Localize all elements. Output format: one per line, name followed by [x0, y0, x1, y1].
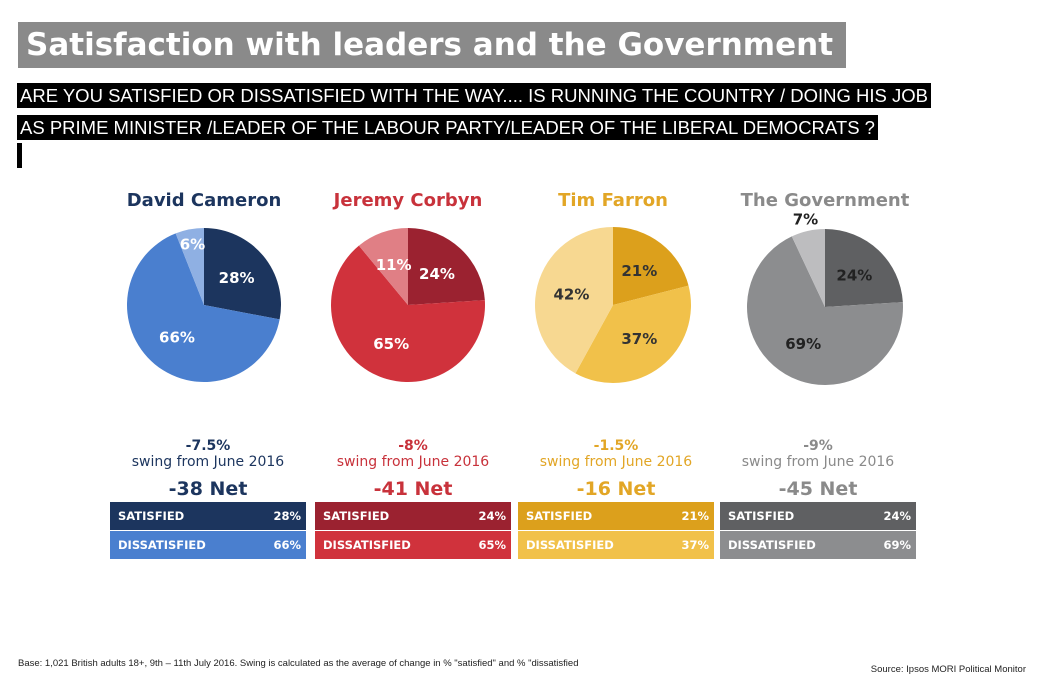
results-table: SATISFIED 21% DISSATISFIED 37%	[518, 502, 714, 560]
row-value: 65%	[478, 538, 506, 552]
row-label: DISSATISFIED	[526, 538, 614, 552]
results-table: SATISFIED 24% DISSATISFIED 69%	[720, 502, 916, 560]
pie-slice-don-t-know	[791, 229, 825, 307]
pie-slice-satisfied	[408, 228, 485, 305]
pie-title: Tim Farron	[558, 190, 668, 211]
net-score: -38 Net	[168, 478, 248, 500]
results-table: SATISFIED 24% DISSATISFIED 65%	[315, 502, 511, 560]
row-label: DISSATISFIED	[118, 538, 206, 552]
satisfied-row: SATISFIED 21%	[518, 502, 714, 530]
footer-source: Source: Ipsos MORI Political Monitor	[870, 664, 1026, 675]
row-value: 24%	[883, 509, 911, 523]
row-value: 69%	[883, 538, 911, 552]
row-label: SATISFIED	[118, 509, 185, 523]
pie-slice-dissatisfied	[747, 236, 903, 385]
pie-data-label: 7%	[793, 210, 818, 228]
swing-label: swing from June 2016	[131, 454, 285, 470]
row-label: SATISFIED	[323, 509, 390, 523]
dissatisfied-row: DISSATISFIED 66%	[110, 531, 306, 559]
subtitle-line-1: ARE YOU SATISFIED OR DISSATISFIED WITH T…	[17, 83, 931, 108]
swing-label: swing from June 2016	[539, 454, 693, 470]
pie-slice-dissatisfied	[575, 285, 691, 384]
swing-value: -7.5%	[185, 438, 231, 454]
net-score: -16 Net	[576, 478, 656, 500]
pie-slice-don-t-know	[534, 227, 613, 374]
satisfied-row: SATISFIED 28%	[110, 502, 306, 530]
pie-data-label: 6%	[180, 235, 205, 253]
pie-data-label: 42%	[553, 285, 589, 303]
pie-data-label: 28%	[219, 269, 255, 287]
pie-data-label: 24%	[836, 267, 872, 285]
pie-data-label: 21%	[621, 262, 657, 280]
pie-data-label: 37%	[621, 330, 657, 348]
row-label: DISSATISFIED	[728, 538, 816, 552]
pie-data-label: 11%	[376, 256, 412, 274]
pie-data-label: 69%	[785, 335, 821, 353]
satisfied-row: SATISFIED 24%	[720, 502, 916, 530]
pie-data-label: 24%	[419, 265, 455, 283]
net-score: -41 Net	[373, 478, 453, 500]
net-score: -45 Net	[778, 478, 858, 500]
footer-base-note: Base: 1,021 British adults 18+, 9th – 11…	[18, 658, 579, 669]
pie-slice-dissatisfied	[127, 233, 280, 383]
dissatisfied-row: DISSATISFIED 37%	[518, 531, 714, 559]
row-label: SATISFIED	[728, 509, 795, 523]
row-label: SATISFIED	[526, 509, 593, 523]
pie-slice-dissatisfied	[331, 245, 485, 382]
subtitle-line-2: AS PRIME MINISTER /LEADER OF THE LABOUR …	[17, 115, 878, 140]
satisfied-row: SATISFIED 24%	[315, 502, 511, 530]
row-value: 66%	[273, 538, 301, 552]
pie-slice-satisfied	[613, 227, 689, 305]
swing-block: -7.5% swing from June 2016	[108, 438, 308, 470]
results-table: SATISFIED 28% DISSATISFIED 66%	[110, 502, 306, 560]
dissatisfied-row: DISSATISFIED 69%	[720, 531, 916, 559]
row-value: 37%	[681, 538, 709, 552]
pie-title: Jeremy Corbyn	[333, 190, 483, 211]
swing-value: -9%	[803, 438, 833, 454]
text-cursor	[17, 143, 22, 168]
pie-slice-satisfied	[204, 228, 281, 320]
page-title: Satisfaction with leaders and the Govern…	[18, 22, 846, 68]
swing-block: -9% swing from June 2016	[718, 438, 918, 470]
swing-label: swing from June 2016	[741, 454, 895, 470]
swing-label: swing from June 2016	[336, 454, 490, 470]
pie-slice-don-t-know	[175, 228, 204, 305]
row-value: 28%	[273, 509, 301, 523]
dissatisfied-row: DISSATISFIED 65%	[315, 531, 511, 559]
swing-block: -1.5% swing from June 2016	[516, 438, 716, 470]
swing-value: -8%	[398, 438, 428, 454]
pie-title: The Government	[740, 190, 910, 211]
row-value: 21%	[681, 509, 709, 523]
row-value: 24%	[478, 509, 506, 523]
pie-slice-satisfied	[825, 229, 903, 307]
swing-block: -8% swing from June 2016	[313, 438, 513, 470]
pie-data-label: 66%	[159, 329, 195, 347]
pie-title: David Cameron	[126, 190, 282, 211]
pie-slice-don-t-know	[358, 228, 408, 305]
pie-data-label: 65%	[373, 335, 409, 353]
swing-value: -1.5%	[593, 438, 639, 454]
row-label: DISSATISFIED	[323, 538, 411, 552]
